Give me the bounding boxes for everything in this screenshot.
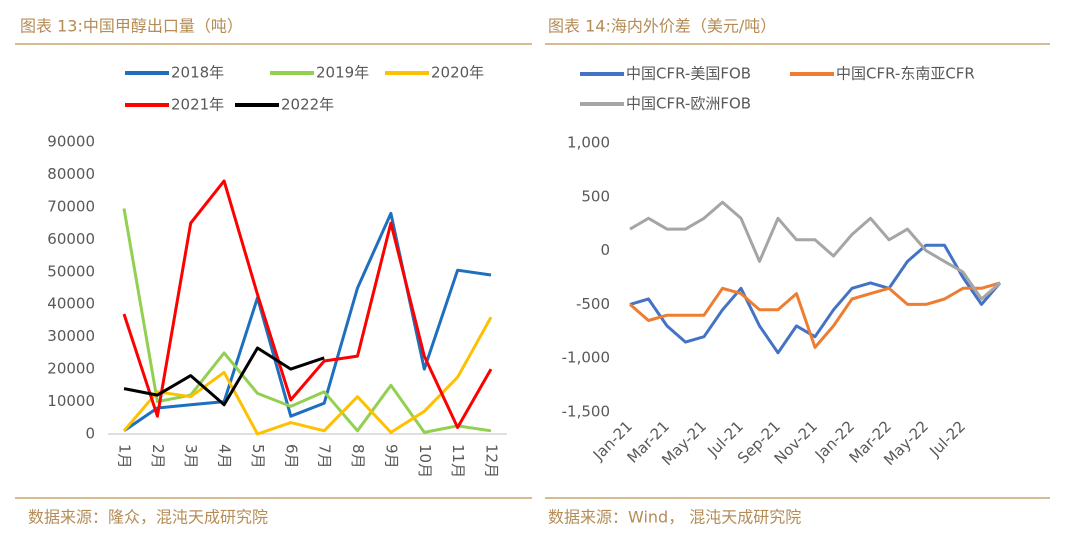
x-tick-label: 8月 <box>349 444 367 469</box>
x-tick-label: 7月 <box>316 444 334 469</box>
legend-label: 2019年 <box>316 64 369 82</box>
y-tick-label: 80000 <box>47 165 95 183</box>
x-tick-label: 5月 <box>249 444 267 469</box>
source: 数据来源：隆众，混沌天成研究院 <box>28 508 268 527</box>
x-tick-label: 3月 <box>182 444 200 469</box>
series-line <box>123 346 325 407</box>
legend-label: 中国CFR-东南亚CFR <box>836 65 975 83</box>
x-tick-label: 2月 <box>149 444 167 469</box>
x-tick-label: 4月 <box>216 444 234 469</box>
legend-label: 2022年 <box>281 96 334 114</box>
y-tick-label: 500 <box>581 187 610 205</box>
y-tick-label: 90000 <box>47 133 95 151</box>
y-tick-label: 40000 <box>47 295 95 313</box>
x-tick-label: Jul-22 <box>925 417 969 461</box>
chart-title: 图表 14:海内外价差（美元/吨） <box>548 17 776 36</box>
legend-label: 中国CFR-美国FOB <box>626 65 751 83</box>
legend-label: 2021年 <box>171 96 224 114</box>
y-tick-label: -1,500 <box>562 403 610 421</box>
series-line <box>122 316 493 436</box>
y-tick-label: -500 <box>576 295 610 313</box>
y-tick-label: 10000 <box>47 392 95 410</box>
legend-label: 2018年 <box>171 64 224 82</box>
x-tick-label: 12月 <box>483 444 501 478</box>
series-line <box>629 281 1001 349</box>
series-line <box>629 200 1001 301</box>
y-tick-label: 30000 <box>47 327 95 345</box>
x-tick-label: 1月 <box>116 444 134 469</box>
x-tick-label: 11月 <box>449 444 467 478</box>
legend-label: 2020年 <box>431 64 484 82</box>
chart-title: 图表 13:中国甲醇出口量（吨） <box>20 17 243 36</box>
x-tick-label: 9月 <box>382 444 400 469</box>
legend-label: 中国CFR-欧洲FOB <box>626 95 751 113</box>
y-tick-label: 50000 <box>47 262 95 280</box>
series-line <box>629 243 1002 355</box>
series-line <box>123 211 492 433</box>
x-tick-label: 10月 <box>416 444 434 478</box>
y-tick-label: 70000 <box>47 197 95 215</box>
y-tick-label: 20000 <box>47 360 95 378</box>
source: 数据来源：Wind， 混沌天成研究院 <box>548 508 801 527</box>
y-tick-label: 1,000 <box>567 134 610 152</box>
y-tick-label: -1,000 <box>562 349 610 367</box>
series-line <box>122 179 493 429</box>
y-tick-label: 0 <box>600 241 610 259</box>
y-tick-label: 0 <box>85 425 95 443</box>
x-tick-label: 6月 <box>282 444 300 469</box>
y-tick-label: 60000 <box>47 230 95 248</box>
